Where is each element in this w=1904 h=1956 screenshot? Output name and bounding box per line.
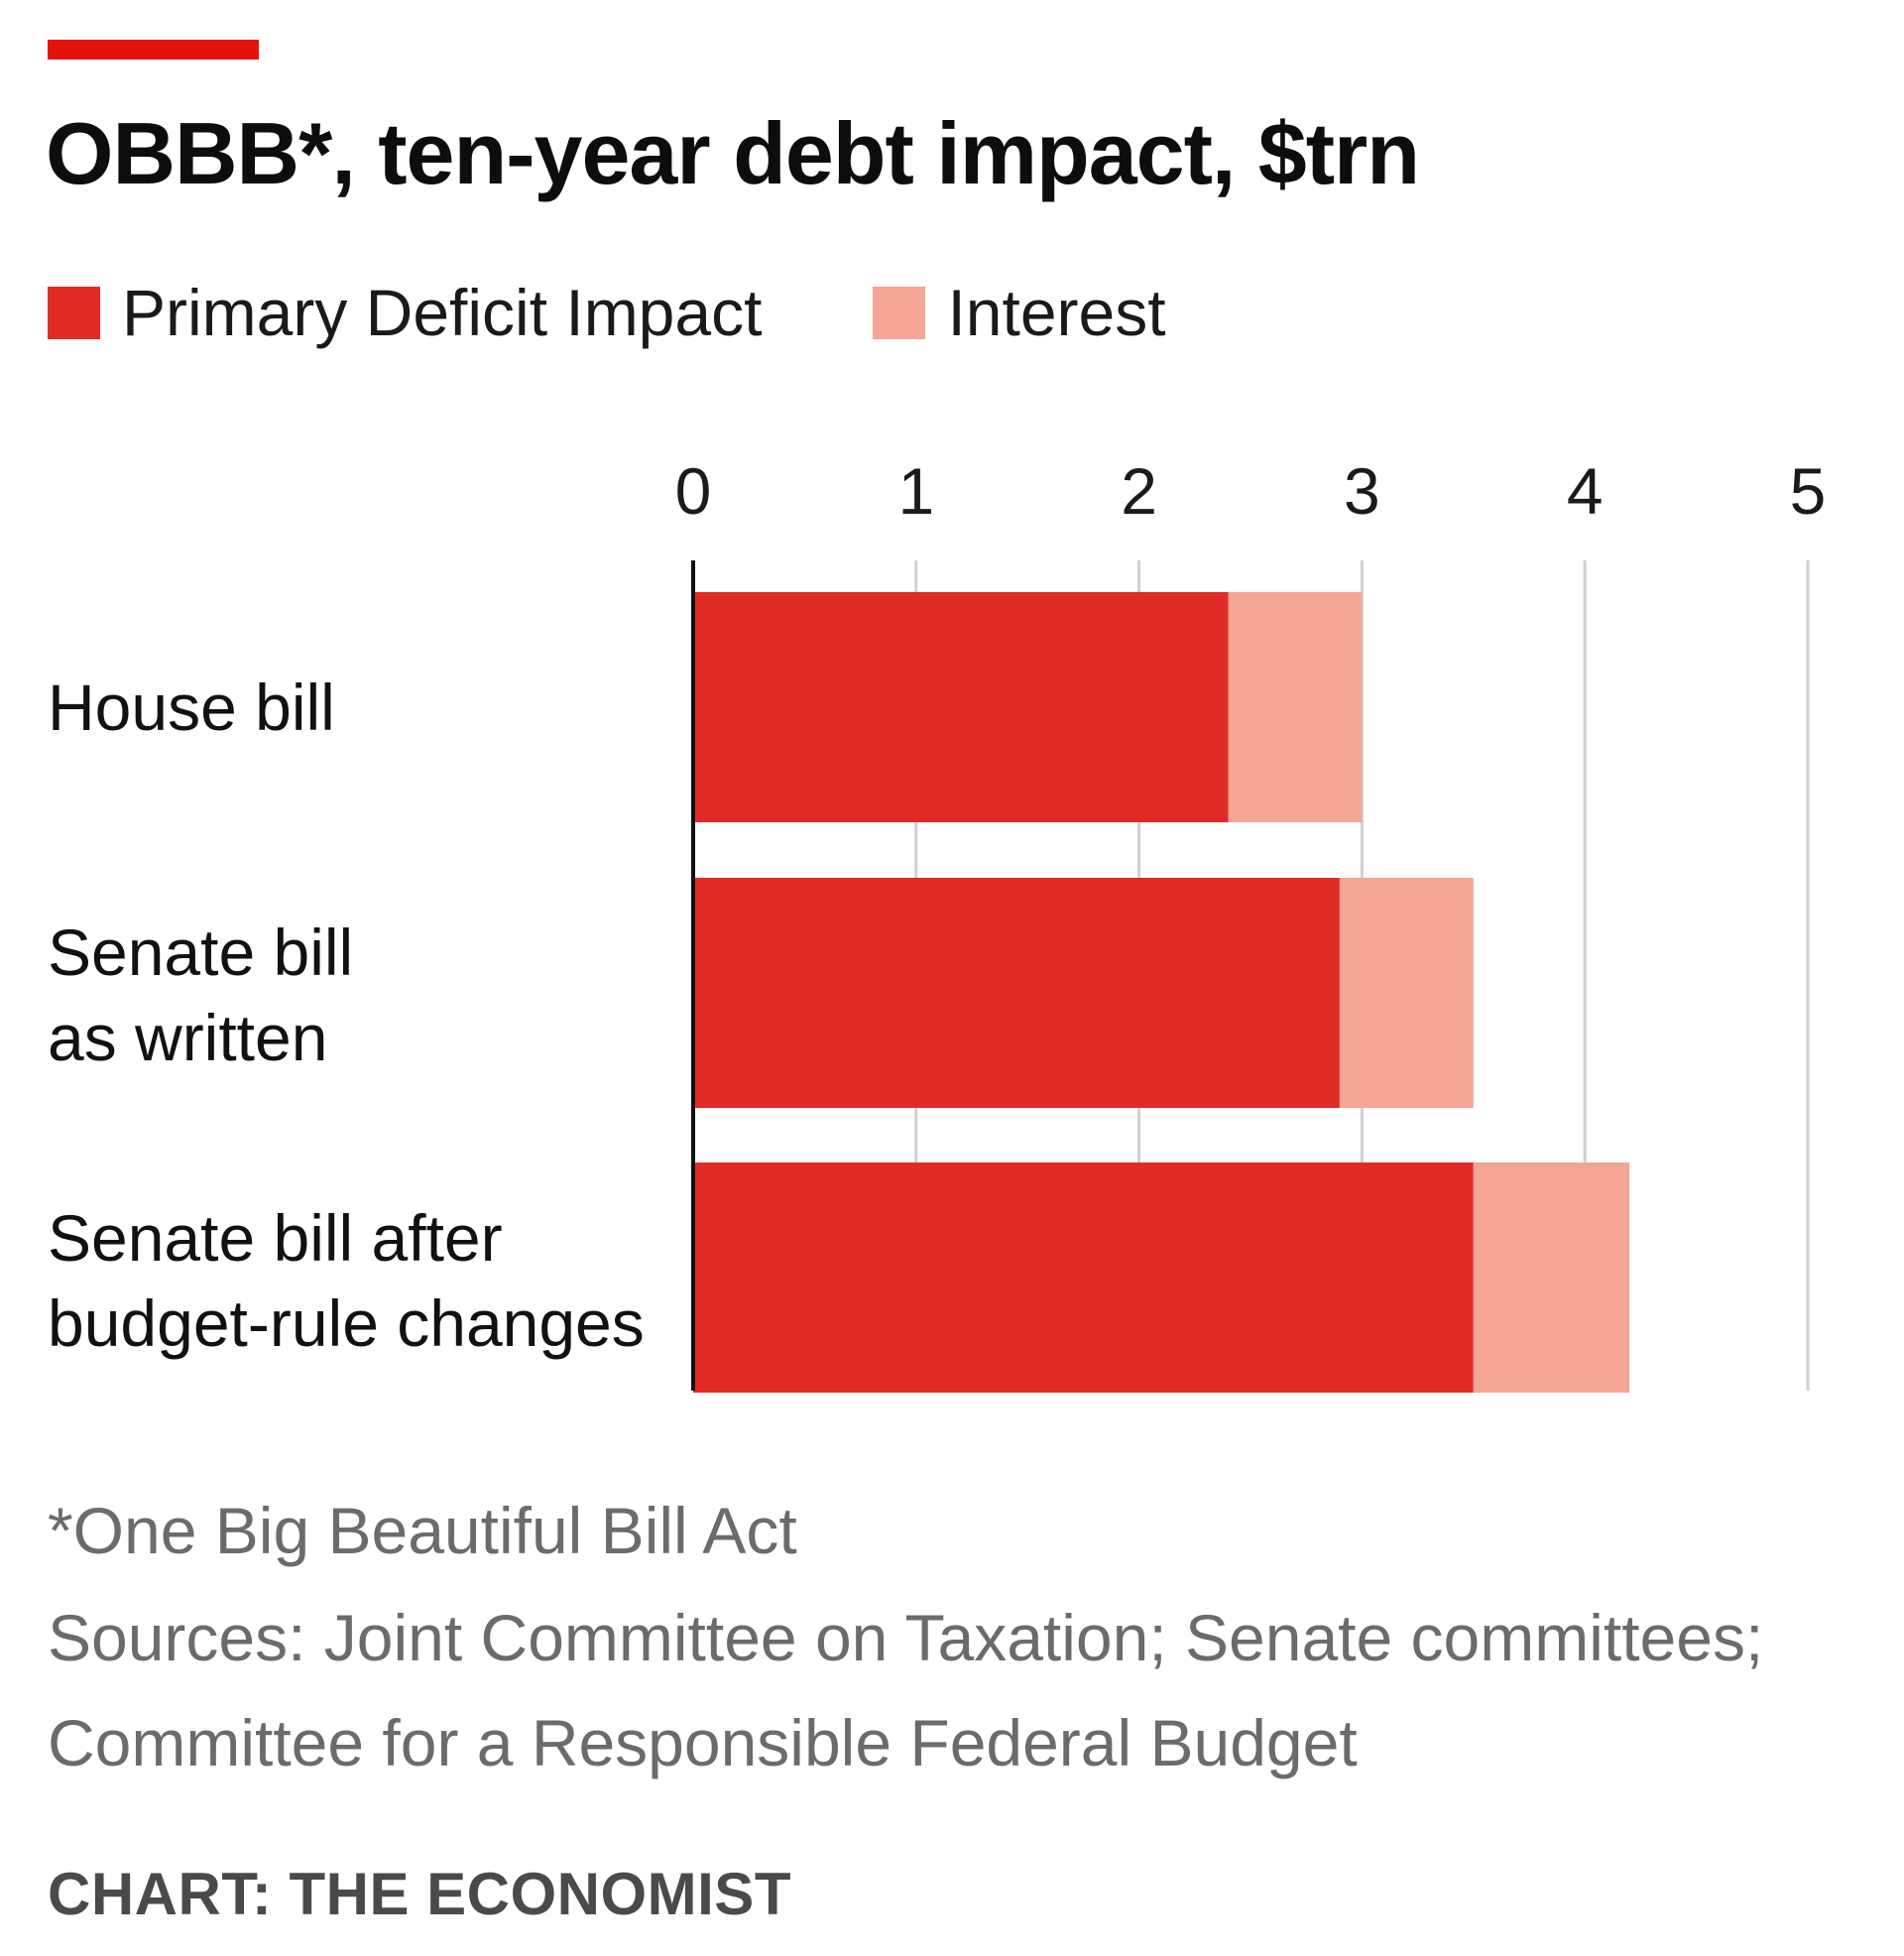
legend-swatch-primary [48, 286, 100, 339]
x-tick-label-2: 2 [1121, 454, 1157, 528]
sources-line-1: Sources: Joint Committee on Taxation; Se… [48, 1601, 1764, 1674]
legend-label-primary: Primary Deficit Impact [122, 276, 763, 349]
bar-primary-0 [693, 592, 1229, 822]
x-tick-label-0: 0 [675, 454, 712, 528]
x-tick-label-1: 1 [897, 454, 934, 528]
chart-title: OBBB*, ten-year debt impact, $trn [46, 104, 1420, 202]
footnote: *One Big Beautiful Bill Act [48, 1494, 797, 1567]
legend: Primary Deficit Impact Interest [48, 268, 1277, 357]
accent-bar [48, 40, 259, 60]
bar-primary-1 [693, 878, 1340, 1108]
category-label-house-bill: House bill [48, 671, 335, 744]
bar-interest-2 [1473, 1162, 1630, 1393]
bar-interest-0 [1228, 592, 1363, 822]
legend-item-primary: Primary Deficit Impact [48, 275, 762, 350]
legend-swatch-interest [873, 286, 926, 339]
legend-item-interest: Interest [873, 275, 1166, 350]
x-tick-label-5: 5 [1790, 454, 1827, 528]
category-label-senate-bill-as-written: Senate bill as written [48, 916, 354, 1074]
category-label-senate-bill-after-changes: Senate bill after budget-rule changes [48, 1201, 645, 1360]
x-tick-label-3: 3 [1344, 454, 1380, 528]
chart-credit: CHART: THE ECONOMIST [48, 1861, 791, 1927]
bar-chart: 0 1 2 3 4 5 [675, 454, 1827, 1393]
bar-primary-2 [693, 1162, 1474, 1393]
sources-line-2: Committee for a Responsible Federal Budg… [48, 1706, 1358, 1779]
bar-interest-1 [1339, 878, 1474, 1108]
x-tick-label-4: 4 [1567, 454, 1604, 528]
legend-label-interest: Interest [947, 276, 1166, 349]
